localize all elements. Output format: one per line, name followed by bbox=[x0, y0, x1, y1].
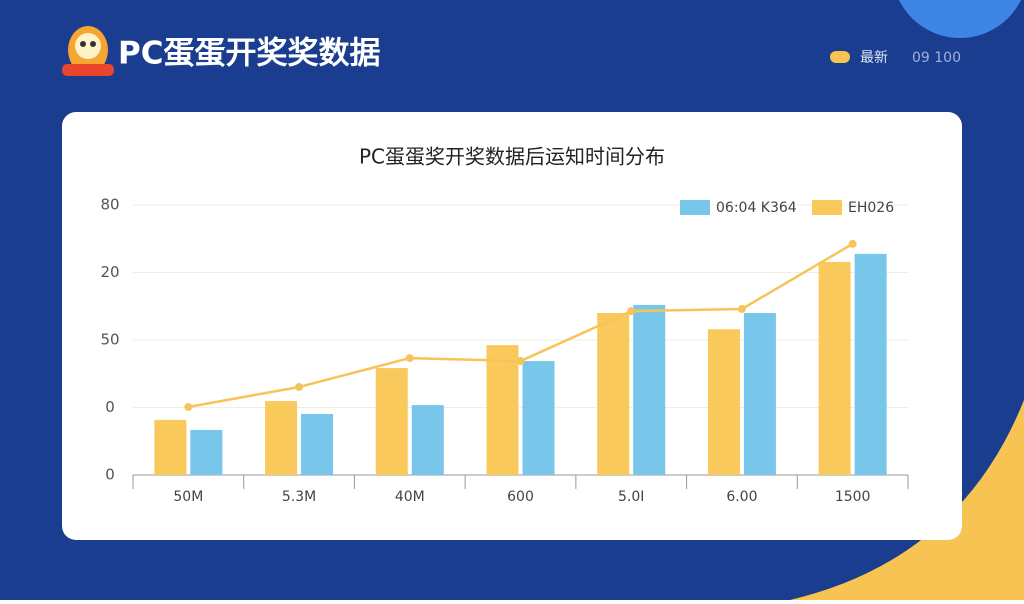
legend-label: EH026 bbox=[848, 200, 894, 216]
y-tick-label: 0 bbox=[105, 398, 115, 416]
logo bbox=[62, 26, 114, 76]
legend-label: 06:04 K364 bbox=[716, 200, 797, 216]
bar bbox=[818, 261, 851, 475]
bar bbox=[411, 405, 444, 475]
bar bbox=[301, 413, 334, 475]
deco-curve bbox=[790, 400, 1024, 600]
trend-point bbox=[848, 239, 857, 248]
x-tick-label: 1500 bbox=[835, 489, 871, 505]
trend-point bbox=[295, 382, 304, 391]
y-tick-label: 80 bbox=[100, 196, 119, 214]
header-legend-label: 最新 bbox=[860, 50, 888, 66]
chart-title: PC蛋蛋奖开奖数据后运知时间分布 bbox=[359, 145, 665, 169]
trend-point bbox=[737, 304, 746, 313]
bar bbox=[854, 253, 887, 475]
bar bbox=[707, 329, 740, 475]
x-tick-label: 5.0I bbox=[618, 489, 644, 505]
trend-point bbox=[627, 307, 636, 316]
bar bbox=[375, 368, 408, 475]
bar bbox=[597, 313, 630, 475]
bar bbox=[633, 304, 666, 475]
y-tick-label: 0 bbox=[105, 466, 115, 484]
y-tick-label: 20 bbox=[100, 263, 119, 281]
bar bbox=[486, 345, 519, 475]
bar bbox=[190, 429, 223, 475]
y-tick-label: 50 bbox=[100, 331, 119, 349]
trend-point bbox=[184, 402, 193, 411]
x-tick-label: 50M bbox=[173, 489, 203, 505]
x-tick-label: 6.00 bbox=[726, 489, 757, 505]
page-title: PC蛋蛋开奖奖数据 bbox=[118, 36, 380, 72]
x-tick-label: 600 bbox=[507, 489, 534, 505]
bar bbox=[154, 419, 187, 475]
legend-swatch bbox=[680, 200, 710, 215]
trend-point bbox=[405, 354, 414, 363]
header-legend-swatch bbox=[830, 51, 850, 63]
deco-circle bbox=[898, 0, 1022, 38]
bar bbox=[265, 401, 298, 475]
x-tick-label: 40M bbox=[395, 489, 425, 505]
trend-point bbox=[516, 357, 525, 366]
x-tick-label: 5.3M bbox=[282, 489, 316, 505]
bar bbox=[522, 361, 555, 475]
bar bbox=[743, 313, 776, 475]
header-legend-value: 09 100 bbox=[912, 50, 961, 66]
legend-swatch bbox=[812, 200, 842, 215]
